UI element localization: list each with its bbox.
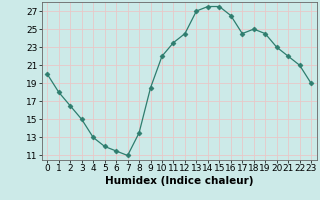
X-axis label: Humidex (Indice chaleur): Humidex (Indice chaleur) [105,176,253,186]
